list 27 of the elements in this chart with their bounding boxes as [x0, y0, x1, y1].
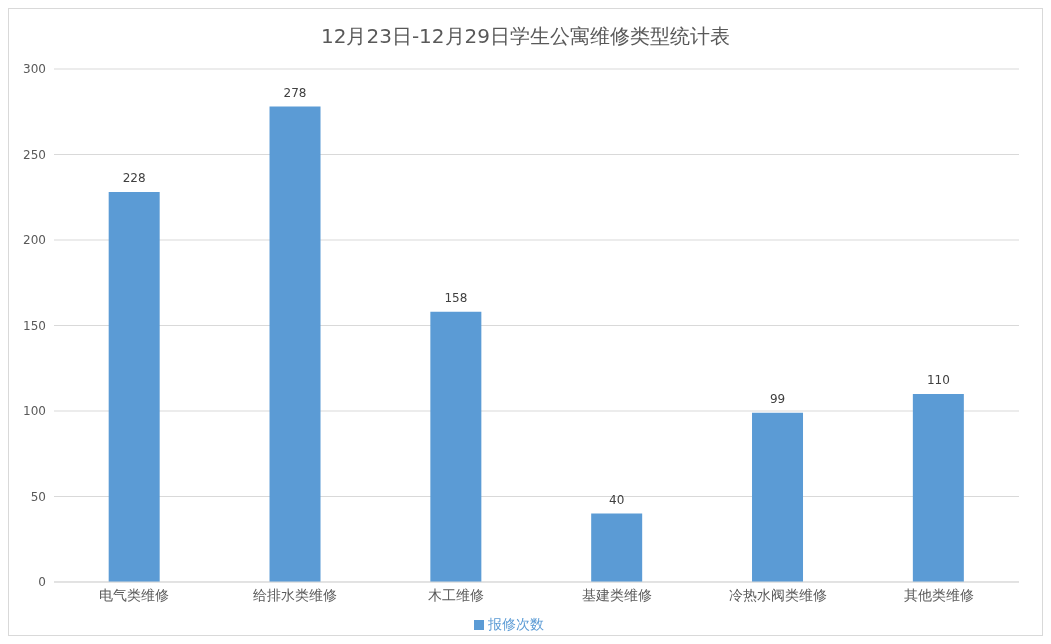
- x-tick-label: 冷热水阀类维修: [728, 586, 827, 603]
- x-tick-label: 木工维修: [428, 586, 485, 603]
- data-label: 110: [926, 372, 950, 387]
- data-label: 158: [444, 290, 468, 305]
- x-tick-label: 其他类维修: [903, 586, 974, 603]
- x-tick-label: 给排水类维修: [253, 586, 338, 603]
- bar: [269, 106, 321, 582]
- data-label: 228: [122, 171, 146, 186]
- y-tick-label: 300: [23, 62, 46, 77]
- y-tick-label: 50: [30, 489, 46, 504]
- bar: [752, 412, 804, 582]
- bar: [430, 311, 482, 582]
- y-tick-label: 100: [23, 404, 46, 419]
- data-label: 40: [609, 492, 625, 507]
- y-tick-label: 250: [23, 147, 46, 162]
- bar: [591, 513, 643, 582]
- legend-label: 报修次数: [488, 616, 544, 632]
- chart-title: 12月23日-12月29日学生公寓维修类型统计表: [320, 23, 731, 50]
- y-tick-label: 0: [38, 575, 46, 590]
- data-label: 99: [769, 391, 786, 406]
- x-tick-label: 基建类维修: [581, 586, 652, 603]
- x-tick-label: 电气类维修: [99, 586, 170, 603]
- y-tick-label: 150: [23, 318, 46, 333]
- y-tick-label: 200: [23, 233, 46, 248]
- bar: [912, 393, 964, 582]
- data-label: 278: [283, 85, 307, 100]
- bar: [108, 192, 160, 582]
